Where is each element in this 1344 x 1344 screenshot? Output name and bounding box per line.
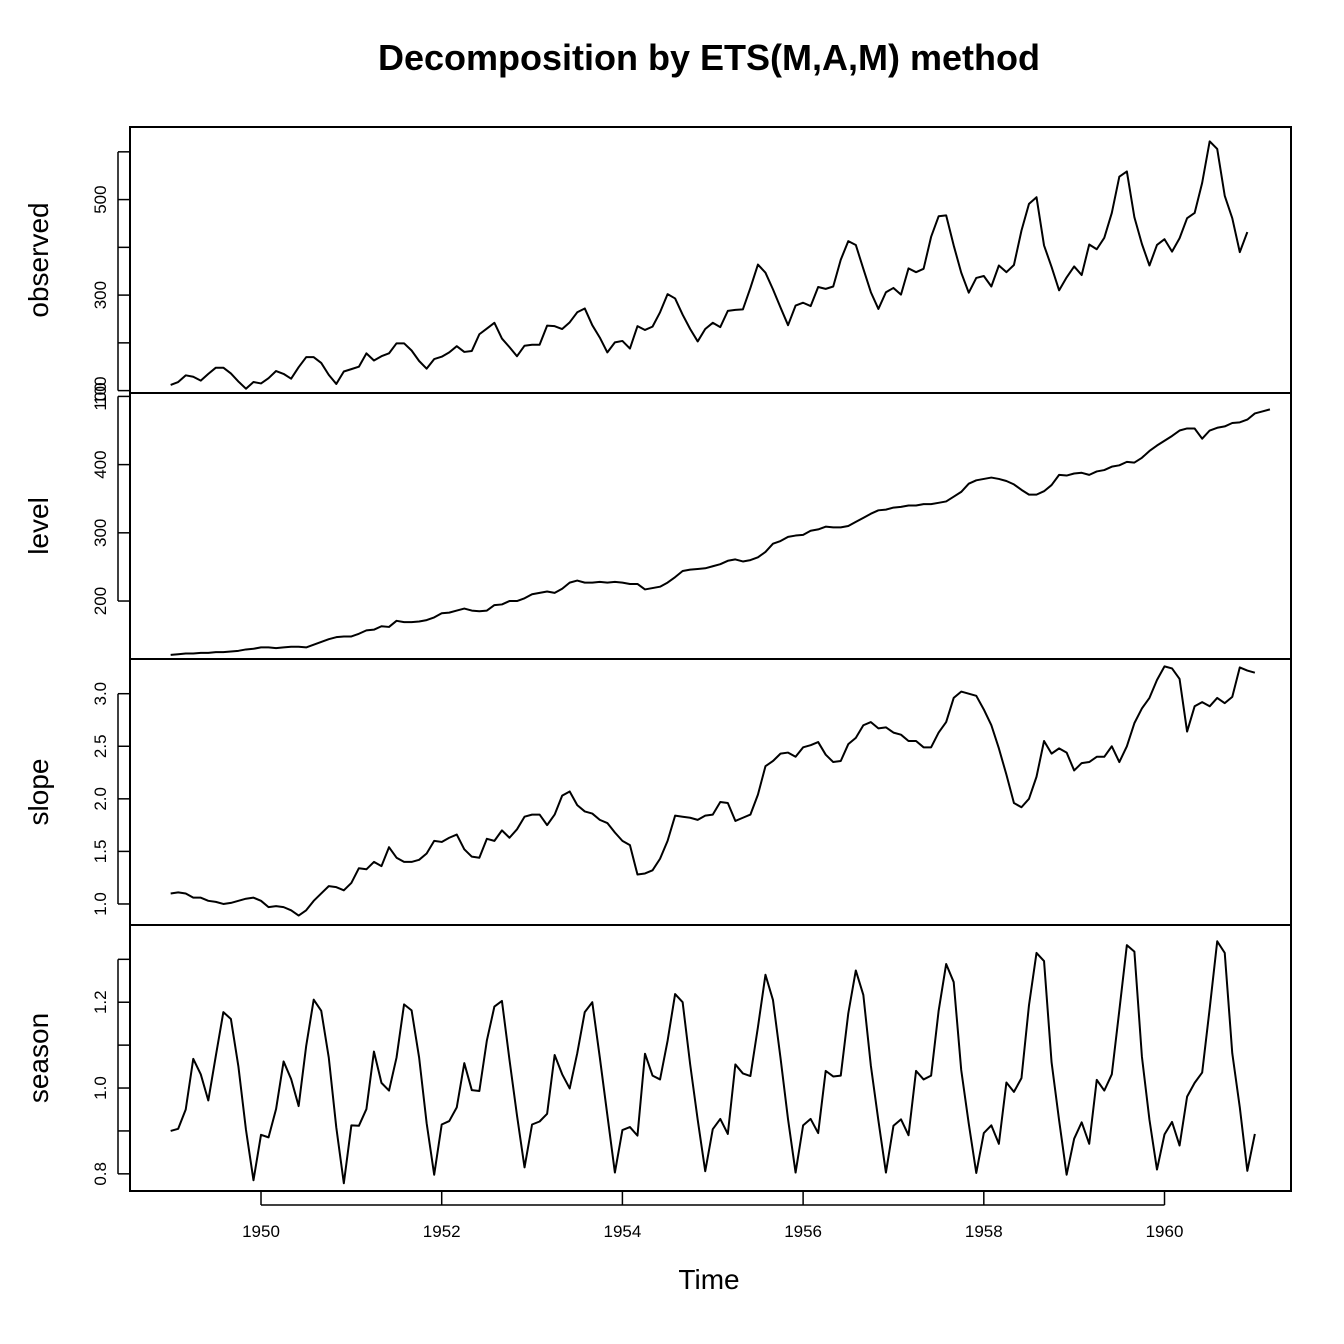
- chart-title: Decomposition by ETS(M,A,M) method: [378, 37, 1040, 78]
- y-tick-label: 200: [91, 587, 110, 615]
- y-tick-label: 1.2: [91, 990, 110, 1014]
- y-tick-label: 2.5: [91, 734, 110, 758]
- y-tick-label: 1.5: [91, 840, 110, 864]
- x-tick-label: 1960: [1146, 1222, 1184, 1241]
- panel-frame: [129, 924, 1292, 1192]
- panel-frame: [129, 658, 1292, 926]
- y-tick-label: 300: [91, 281, 110, 309]
- y-tick-label: 500: [91, 185, 110, 213]
- season-axis-label: season: [23, 1013, 54, 1103]
- observed-axis-label: observed: [23, 202, 54, 317]
- y-tick-label: 0.8: [91, 1162, 110, 1186]
- x-axis: 1950 1952 1954 1956 1958 1960: [242, 1191, 1183, 1241]
- panels-group: 100 300 500 observed 200 300 400 100 level 1.0 1.5…: [23, 126, 1292, 1192]
- slope-y-axis: 1.0 1.5 2.0 2.5 3.0: [91, 682, 130, 916]
- y-tick-label: 300: [91, 519, 110, 547]
- slope-axis-label: slope: [23, 759, 54, 826]
- panel-level: 200 300 400 100 level: [23, 382, 1292, 660]
- slope-series-line: [170, 665, 1256, 917]
- x-tick-label: 1954: [603, 1222, 641, 1241]
- panel-slope: 1.0 1.5 2.0 2.5 3.0 slope: [23, 658, 1292, 926]
- panel-frame: [129, 392, 1292, 660]
- panel-observed: 100 300 500 observed: [23, 126, 1292, 405]
- season-series-line: [170, 940, 1256, 1185]
- season-y-axis: 0.8 1.0 1.2: [91, 958, 130, 1186]
- level-series-line: [170, 408, 1271, 656]
- panel-frame: [129, 126, 1292, 394]
- level-axis-label: level: [23, 497, 54, 555]
- y-tick-label: 1.0: [91, 1076, 110, 1100]
- x-axis-label: Time: [678, 1264, 739, 1295]
- x-tick-label: 1950: [242, 1222, 280, 1241]
- level-y-axis: 200 300 400 100: [91, 382, 130, 615]
- y-tick-label: 100: [91, 382, 110, 410]
- y-tick-label: 2.0: [91, 787, 110, 811]
- observed-y-axis: 100 300 500: [91, 151, 130, 405]
- y-tick-label: 1.0: [91, 892, 110, 916]
- x-tick-label: 1958: [965, 1222, 1003, 1241]
- y-tick-label: 400: [91, 450, 110, 478]
- observed-series-line: [170, 140, 1249, 390]
- x-tick-label: 1956: [784, 1222, 822, 1241]
- panel-season: 0.8 1.0 1.2 season: [23, 924, 1292, 1192]
- y-tick-label: 100: [91, 376, 110, 404]
- y-tick-label: 3.0: [91, 682, 110, 706]
- x-tick-label: 1952: [423, 1222, 461, 1241]
